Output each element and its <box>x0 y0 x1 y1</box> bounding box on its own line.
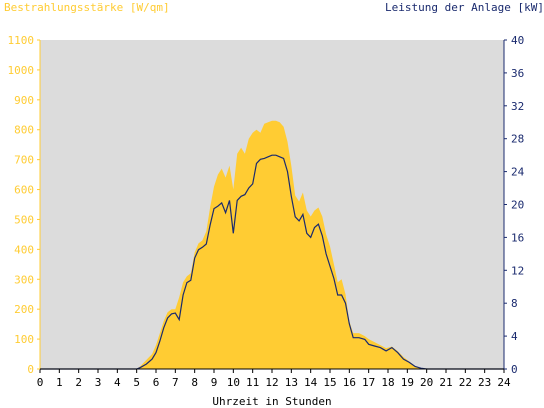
x-tick-label: 11 <box>246 376 259 389</box>
series-irradiance-area <box>136 120 427 369</box>
x-tick-label: 17 <box>362 376 375 389</box>
x-tick-label: 1 <box>56 376 63 389</box>
x-tick-label: 7 <box>172 376 179 389</box>
y-left-tick-label: 700 <box>14 154 34 167</box>
left-axis-title: Bestrahlungsstärke [W/qm] <box>4 1 170 14</box>
y-left-tick-label: 400 <box>14 243 34 256</box>
x-tick-label: 4 <box>114 376 121 389</box>
y-right-tick-label: 36 <box>511 67 524 80</box>
marks-group <box>40 120 504 370</box>
x-tick-label: 21 <box>439 376 452 389</box>
y-right-tick-label: 16 <box>511 231 524 244</box>
y-right-tick-label: 40 <box>511 34 524 47</box>
y-left-tick-label: 600 <box>14 184 34 197</box>
x-tick-label: 10 <box>227 376 240 389</box>
y-left-tick-label: 200 <box>14 303 34 316</box>
right-axis-title: Leistung der Anlage [kW] <box>385 1 544 14</box>
x-tick-label: 6 <box>153 376 160 389</box>
x-tick-label: 0 <box>37 376 44 389</box>
y-left-tick-label: 100 <box>14 333 34 346</box>
x-tick-label: 15 <box>323 376 336 389</box>
x-tick-label: 22 <box>459 376 472 389</box>
x-axis-title: Uhrzeit in Stunden <box>212 395 331 408</box>
y-right-tick-label: 12 <box>511 264 524 277</box>
y-right-tick-label: 0 <box>511 363 518 376</box>
x-tick-label: 8 <box>191 376 198 389</box>
y-left-tick-label: 1100 <box>8 34 35 47</box>
x-tick-label: 18 <box>381 376 394 389</box>
y-left-tick-label: 1000 <box>8 64 35 77</box>
y-left-tick-label: 900 <box>14 94 34 107</box>
x-tick-label: 12 <box>265 376 278 389</box>
y-right-tick-label: 8 <box>511 297 518 310</box>
x-tick-label: 16 <box>343 376 356 389</box>
x-tick-label: 23 <box>478 376 491 389</box>
y-left-tick-label: 800 <box>14 124 34 137</box>
x-tick-label: 20 <box>420 376 433 389</box>
x-tick-label: 19 <box>401 376 414 389</box>
x-tick-label: 14 <box>304 376 318 389</box>
x-tick-label: 3 <box>95 376 102 389</box>
y-right-tick-label: 28 <box>511 133 524 146</box>
x-tick-label: 2 <box>75 376 82 389</box>
y-left-tick-label: 500 <box>14 213 34 226</box>
x-tick-label: 5 <box>133 376 140 389</box>
ticks-group: 0 1 2 3 4 5 6 7 8 9 10 11 12 13 14 15 16 17 18 19 20 21 22 23 24… <box>8 34 525 389</box>
y-right-tick-label: 32 <box>511 100 524 113</box>
y-right-tick-label: 4 <box>511 330 518 343</box>
x-tick-label: 24 <box>497 376 511 389</box>
series-power-line <box>40 154 504 370</box>
x-tick-label: 13 <box>285 376 298 389</box>
y-left-tick-label: 300 <box>14 273 34 286</box>
y-right-tick-label: 20 <box>511 199 524 212</box>
y-left-tick-label: 0 <box>27 363 34 376</box>
x-tick-label: 9 <box>211 376 218 389</box>
y-right-tick-label: 24 <box>511 166 525 179</box>
